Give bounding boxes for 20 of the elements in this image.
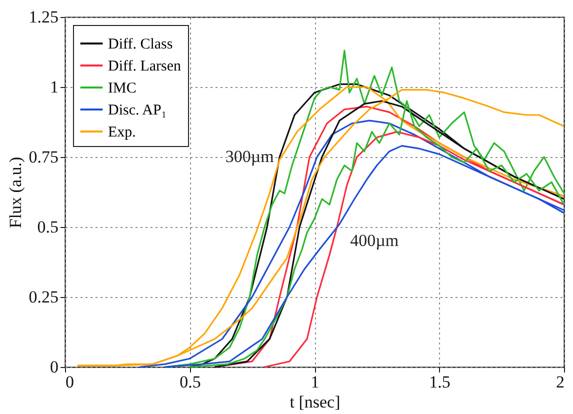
y-tick-label: 1.25	[28, 8, 58, 26]
y-tick-label: 0	[50, 358, 58, 376]
legend-label: IMC	[108, 80, 136, 96]
y-tick-label: 0.5	[37, 218, 58, 236]
x-tick-label: 2	[556, 372, 564, 392]
legend-label: Exp.	[108, 124, 136, 140]
annotation: 400µm	[350, 231, 399, 250]
x-tick-label: 1	[310, 372, 320, 392]
y-tick-label: 0.75	[28, 148, 58, 166]
x-tick-label: 1.5	[429, 372, 450, 392]
legend-label: Diff. Larsen	[108, 58, 182, 74]
x-tick-label: 0.5	[180, 372, 201, 392]
x-tick-label: 0	[66, 372, 74, 392]
y-axis-title: Flux (a.u.)	[6, 156, 25, 228]
x-axis-title: t [nsec]	[290, 392, 340, 412]
legend-label: Diff. Class	[108, 36, 173, 52]
annotation: 300µm	[225, 147, 274, 166]
y-tick-label: 0.25	[28, 288, 58, 306]
y-tick-label: 1	[50, 78, 58, 96]
legend-label: Disc. AP₁	[108, 102, 167, 118]
